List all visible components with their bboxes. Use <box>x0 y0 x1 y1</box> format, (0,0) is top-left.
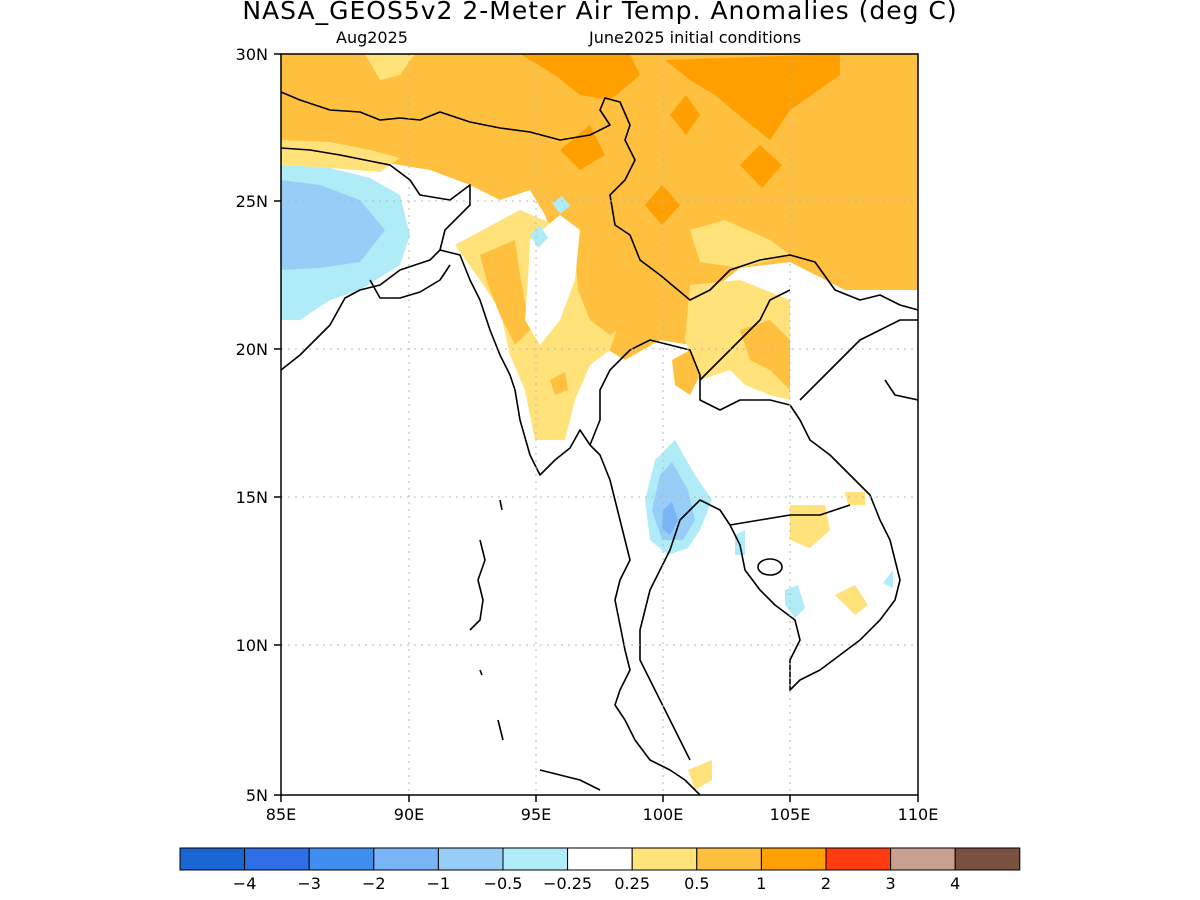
colorbar-label: 4 <box>950 874 960 893</box>
lat-label-10n: 10N <box>236 636 268 655</box>
anomaly-field <box>281 54 918 795</box>
anomaly-contour-east-weak <box>690 220 790 268</box>
colorbar-label: 1 <box>756 874 766 893</box>
lon-label-85e: 85E <box>266 805 296 824</box>
anomaly-contour-nw-weak <box>365 54 415 80</box>
colorbar-label: −4 <box>233 874 257 893</box>
anomaly-contour-yunnan-strong <box>575 235 640 335</box>
graticule <box>281 54 918 795</box>
colorbar-swatch <box>890 847 956 871</box>
colorbar-label: −2 <box>362 874 386 893</box>
lat-label-30n: 30N <box>236 45 268 64</box>
colorbar-swatch <box>696 847 762 871</box>
anomaly-contour-myanmar-cool <box>530 225 548 248</box>
colorbar-swatch <box>631 847 698 871</box>
anomaly-contour-malay-warm <box>688 760 712 790</box>
colorbar-swatch <box>760 847 827 871</box>
anomaly-contour-northeast-strong <box>665 54 840 140</box>
colorbar-swatch <box>567 847 633 871</box>
valid-month-label: Aug2025 <box>336 28 408 47</box>
colorbar-label: 3 <box>886 874 896 893</box>
colorbar-label: −1 <box>427 874 451 893</box>
lat-label-20n: 20N <box>236 340 268 359</box>
lat-label-25n: 25N <box>236 192 268 211</box>
anomaly-contour-laos <box>685 280 790 400</box>
colorbar-label: −0.5 <box>484 874 523 893</box>
init-conditions-label: June2025 initial conditions <box>589 28 802 47</box>
lon-label-110e: 110E <box>898 805 939 824</box>
colorbar-swatch <box>244 847 310 871</box>
map-title: NASA_GEOS5v2 2-Meter Air Temp. Anomalies… <box>242 0 958 25</box>
anomaly-contour-vietnam-warm-2 <box>845 492 865 505</box>
colorbar: −4 −3 −2 −1 −0.5 −0.25 0.25 0.5 1 2 3 4 <box>179 847 1021 893</box>
anomaly-contour-thailand-coolest <box>662 502 678 535</box>
anomaly-contour-vietnam-warm <box>835 585 868 615</box>
lat-label-5n: 5N <box>246 786 268 805</box>
anomaly-contour-tibet-strong <box>670 95 700 135</box>
anomaly-contour-bengal-cooler <box>281 180 385 270</box>
colorbar-label: 2 <box>821 874 831 893</box>
colorbar-swatch <box>437 847 504 871</box>
colorbar-swatch <box>502 847 569 871</box>
colorbar-swatch <box>179 847 246 871</box>
colorbar-swatch <box>373 847 439 871</box>
anomaly-contour-laos-strong-2 <box>672 350 700 395</box>
anomaly-contour-laos-strong <box>740 320 790 390</box>
coastlines <box>281 91 918 795</box>
anomaly-contour-myanmar-south <box>550 372 568 395</box>
anomaly-contour-east-strong <box>740 145 782 188</box>
anomaly-contour-myanmar-strong <box>480 240 530 345</box>
colorbar-swatch <box>825 847 892 871</box>
anomaly-contour-sea-cool <box>883 570 893 588</box>
lon-label-105e: 105E <box>770 805 811 824</box>
axis-ticks <box>274 53 919 802</box>
colorbar-swatch <box>954 847 1021 871</box>
colorbar-label: −3 <box>297 874 321 893</box>
lon-label-95e: 95E <box>521 805 551 824</box>
lat-label-15n: 15N <box>236 488 268 507</box>
anomaly-contour-north-weak <box>281 140 400 172</box>
anomaly-contour-myanmar-cool-2 <box>552 196 570 214</box>
lon-label-90e: 90E <box>394 805 424 824</box>
colorbar-label: 0.5 <box>684 874 709 893</box>
lon-label-100e: 100E <box>643 805 684 824</box>
anomaly-contour-east-band-strong <box>560 125 605 170</box>
colorbar-label: −0.25 <box>543 874 592 893</box>
plot-frame <box>280 53 919 796</box>
colorbar-label: 0.25 <box>614 874 650 893</box>
anomaly-contour-center-strong <box>645 185 680 225</box>
colorbar-swatch <box>308 847 375 871</box>
anomaly-contour-cambodia-cool-2 <box>735 530 745 555</box>
anomaly-contour-north-strong <box>520 54 640 100</box>
anomaly-contour-myanmar-blue-core <box>525 215 580 345</box>
